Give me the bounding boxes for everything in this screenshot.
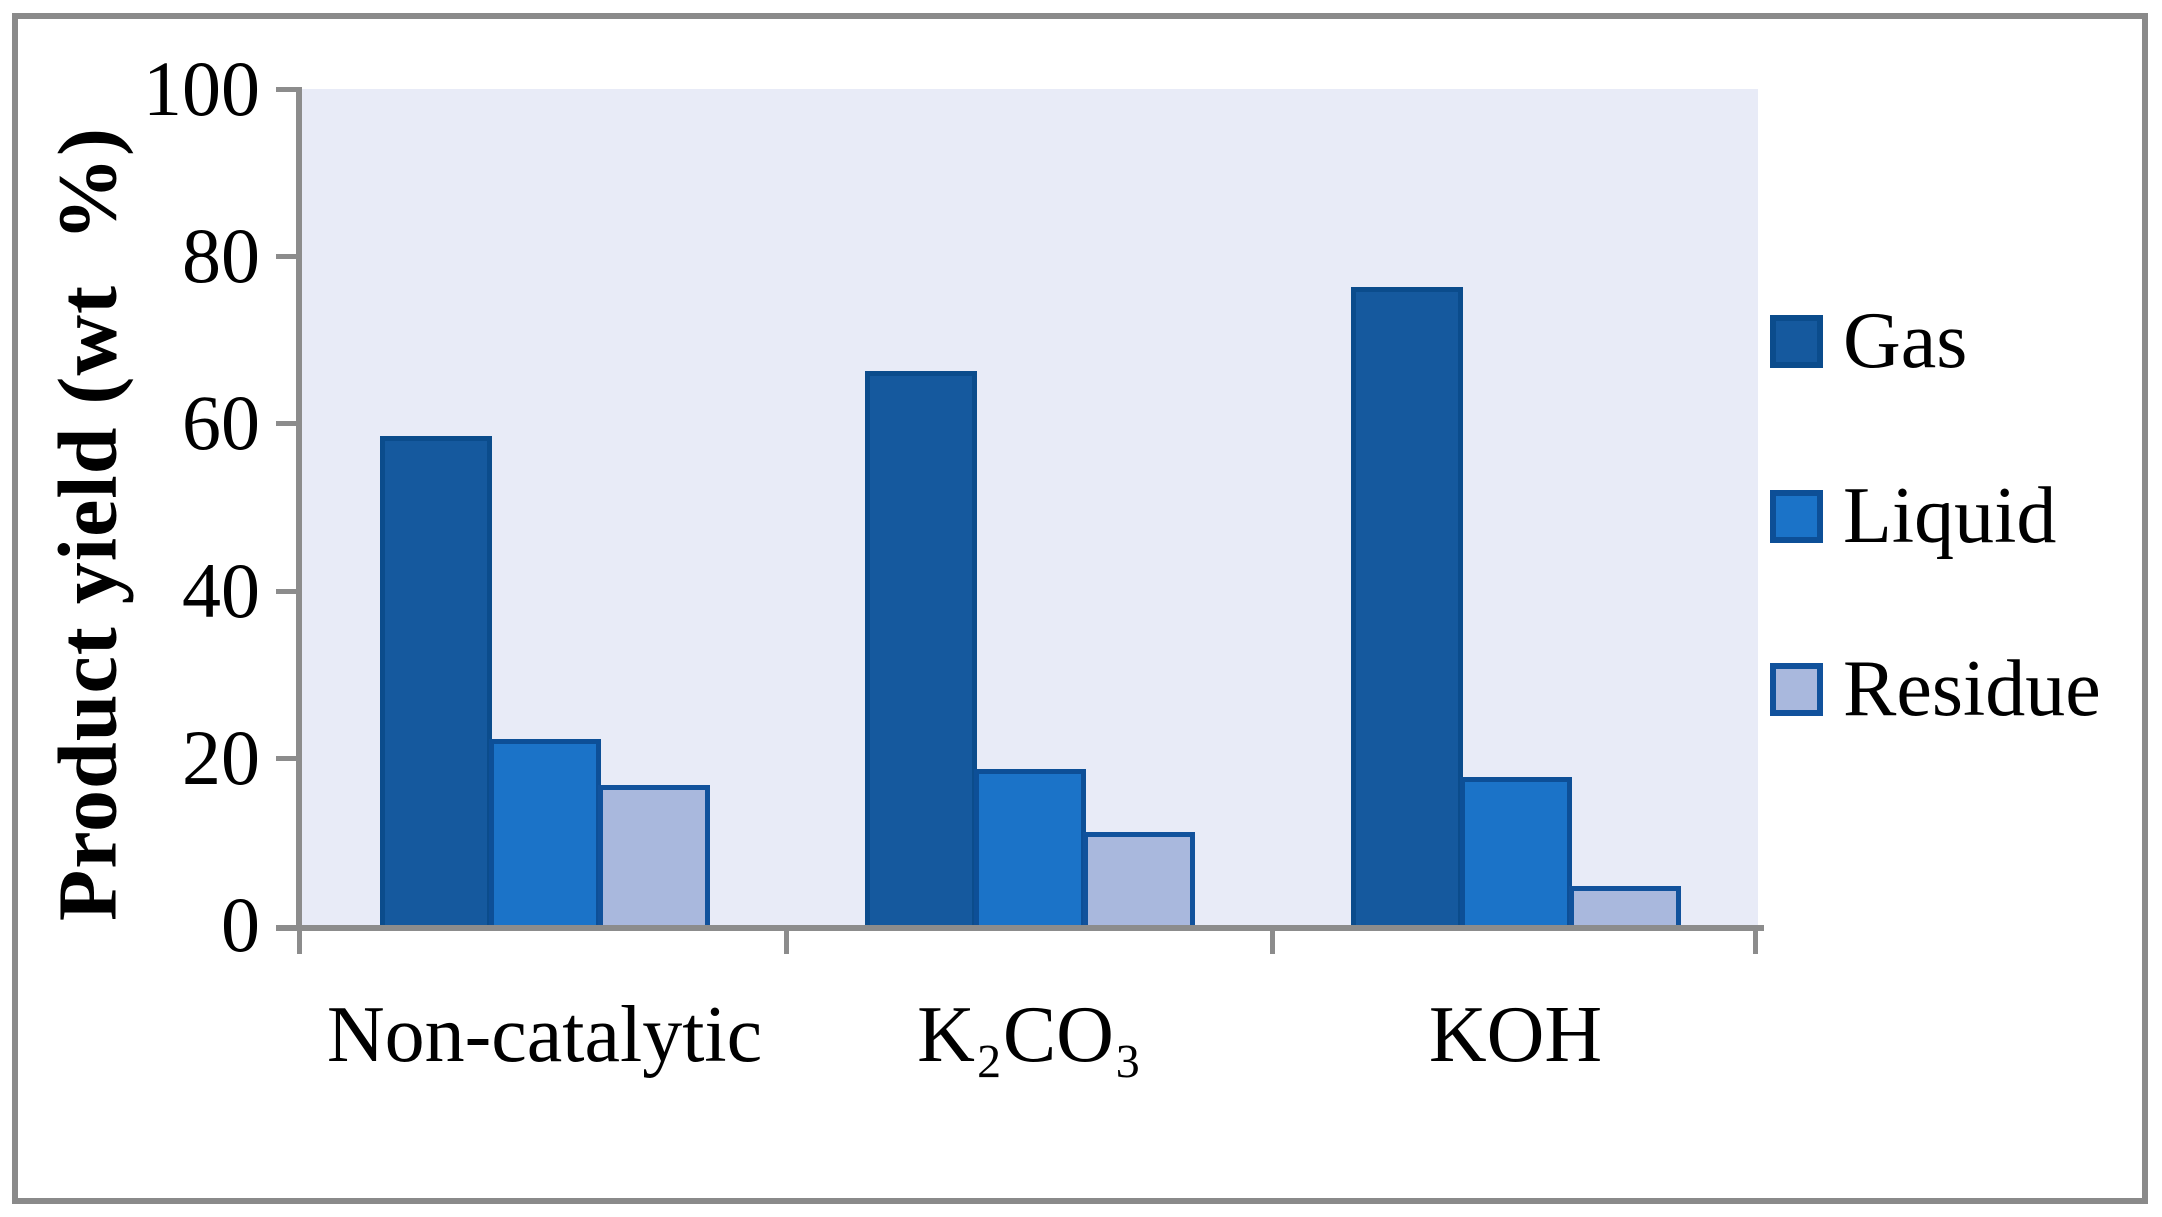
figure-border <box>12 13 2148 1204</box>
x-axis-boundary-tick-2 <box>1270 931 1275 954</box>
x-axis-line <box>276 925 1764 931</box>
y-tick-20 <box>276 755 302 761</box>
legend-swatch-gas <box>1770 314 1823 368</box>
y-tick-label-100: 100 <box>143 45 260 132</box>
y-tick-label-20: 20 <box>182 713 260 801</box>
y-tick-label-40: 40 <box>182 546 260 634</box>
bar-residue-k2co3 <box>1083 832 1195 925</box>
y-tick-label-0: 0 <box>221 881 260 968</box>
y-axis-line <box>296 89 302 931</box>
legend-item-gas: Gas <box>1770 295 1967 387</box>
legend-item-liquid: Liquid <box>1770 470 2056 562</box>
x-axis-boundary-tick-3 <box>1753 931 1758 954</box>
y-tick-label-80: 80 <box>182 212 260 300</box>
bar-residue-non-catalytic <box>598 785 710 925</box>
y-tick-60 <box>276 421 302 427</box>
x-axis-boundary-tick-1 <box>784 931 789 954</box>
y-tick-label-60: 60 <box>182 379 260 467</box>
bar-liquid-non-catalytic <box>489 739 601 925</box>
y-tick-80 <box>276 254 302 260</box>
legend-swatch-residue <box>1770 662 1823 716</box>
bar-liquid-k2co3 <box>974 769 1086 925</box>
bar-gas-non-catalytic <box>380 436 492 925</box>
x-axis-label-k2co3: K₂CO₃ <box>917 991 1142 1079</box>
legend-label-gas: Gas <box>1843 297 1968 385</box>
x-axis-label-non-catalytic: Non-catalytic <box>326 991 763 1079</box>
legend-swatch-liquid <box>1770 489 1823 543</box>
bar-gas-k2co3 <box>865 371 977 925</box>
legend-item-residue: Residue <box>1770 643 2101 735</box>
x-axis-label-koh: KOH <box>1428 991 1603 1079</box>
legend-label-liquid: Liquid <box>1843 472 2057 560</box>
legend-label-residue: Residue <box>1843 645 2101 733</box>
bar-residue-koh <box>1569 886 1681 925</box>
legend: Gas Liquid Residue <box>1770 0 2150 1217</box>
y-tick-40 <box>276 588 302 594</box>
x-axis-boundary-tick-0 <box>297 931 302 954</box>
bar-liquid-koh <box>1460 777 1572 925</box>
bar-gas-koh <box>1351 287 1463 925</box>
y-tick-100 <box>276 87 302 92</box>
